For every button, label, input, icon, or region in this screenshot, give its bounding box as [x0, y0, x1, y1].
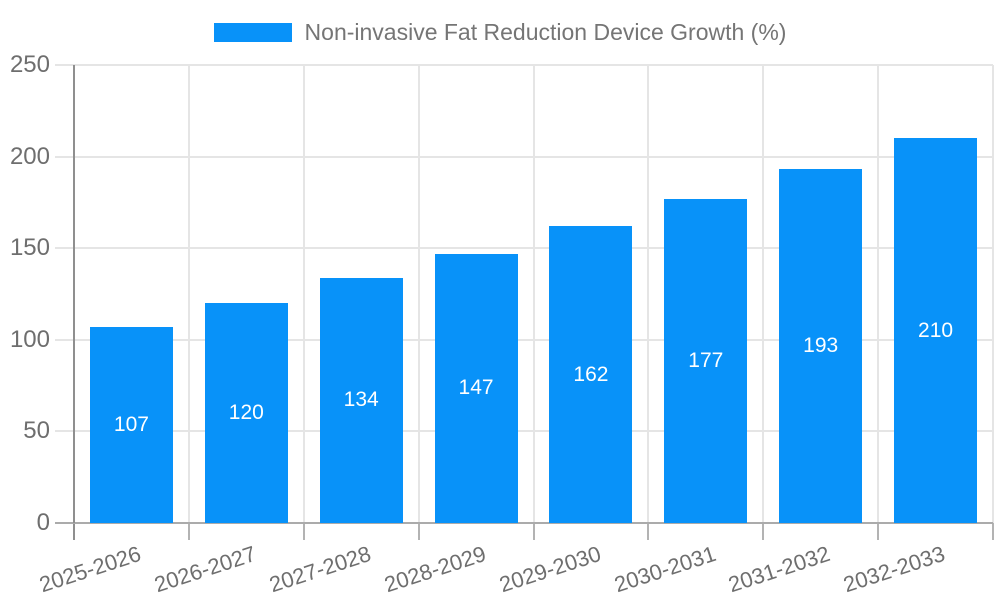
- x-axis-tick: [187, 523, 190, 540]
- y-axis-tick-label: 50: [23, 417, 50, 445]
- y-grid-line: [55, 64, 993, 66]
- bar[interactable]: [319, 277, 403, 523]
- y-axis-line: [73, 65, 75, 523]
- x-axis-tick-label: 2026-2027: [151, 541, 260, 598]
- bar[interactable]: [894, 138, 978, 523]
- x-axis-tick: [532, 523, 535, 540]
- y-axis-tick-label: 250: [9, 51, 50, 78]
- bar[interactable]: [434, 253, 518, 523]
- x-grid-line: [762, 65, 765, 523]
- x-grid-line: [187, 65, 190, 523]
- bar[interactable]: [89, 326, 173, 523]
- chart-legend[interactable]: Non-invasive Fat Reduction Device Growth…: [0, 19, 1000, 45]
- x-grid-line: [532, 65, 535, 523]
- x-axis-tick-label: 2029-2030: [495, 541, 604, 598]
- x-axis-tick: [762, 523, 765, 540]
- x-grid-line: [647, 65, 650, 523]
- bar-value-label: 193: [803, 334, 839, 358]
- bar-value-label: 147: [458, 376, 494, 400]
- bar[interactable]: [204, 303, 288, 523]
- x-grid-line: [302, 65, 305, 523]
- x-grid-line: [417, 65, 420, 523]
- x-grid-line: [877, 65, 880, 523]
- y-grid-line: [55, 155, 993, 158]
- x-axis-tick-label: 2032-2033: [840, 541, 949, 598]
- x-axis-tick-label: 2028-2029: [380, 541, 489, 598]
- x-grid-line: [992, 65, 994, 523]
- bar-value-label: 177: [688, 348, 724, 372]
- bar-value-label: 120: [228, 401, 264, 425]
- bar[interactable]: [779, 169, 863, 523]
- x-axis-tick-label: 2030-2031: [610, 541, 719, 598]
- x-axis-tick-label: 2031-2032: [725, 541, 834, 598]
- bar[interactable]: [664, 198, 748, 523]
- y-grid-line: [55, 247, 993, 250]
- x-axis-tick: [417, 523, 420, 540]
- y-axis-tick-label: 100: [9, 325, 50, 353]
- y-axis-tick-label: 150: [9, 234, 50, 262]
- y-grid-line: [55, 338, 993, 341]
- x-axis-tick: [647, 523, 650, 540]
- x-axis-tick: [877, 523, 880, 540]
- legend-swatch-icon: [213, 22, 292, 42]
- bar[interactable]: [549, 226, 633, 523]
- legend-label: Non-invasive Fat Reduction Device Growth…: [304, 19, 787, 45]
- x-axis-tick: [73, 523, 75, 540]
- x-axis-tick: [302, 523, 305, 540]
- x-axis-tick: [992, 523, 994, 540]
- y-axis-tick-label: 200: [9, 142, 50, 170]
- bar-value-label: 210: [918, 318, 954, 342]
- bar-value-label: 162: [573, 362, 609, 386]
- bar-value-label: 134: [343, 388, 379, 412]
- y-axis-tick-label: 0: [36, 509, 50, 536]
- bar-value-label: 107: [113, 412, 149, 436]
- x-axis-tick-label: 2027-2028: [266, 541, 374, 598]
- y-grid-line: [55, 430, 993, 433]
- x-axis-line: [55, 522, 993, 524]
- x-axis-tick-label: 2025-2026: [36, 541, 145, 598]
